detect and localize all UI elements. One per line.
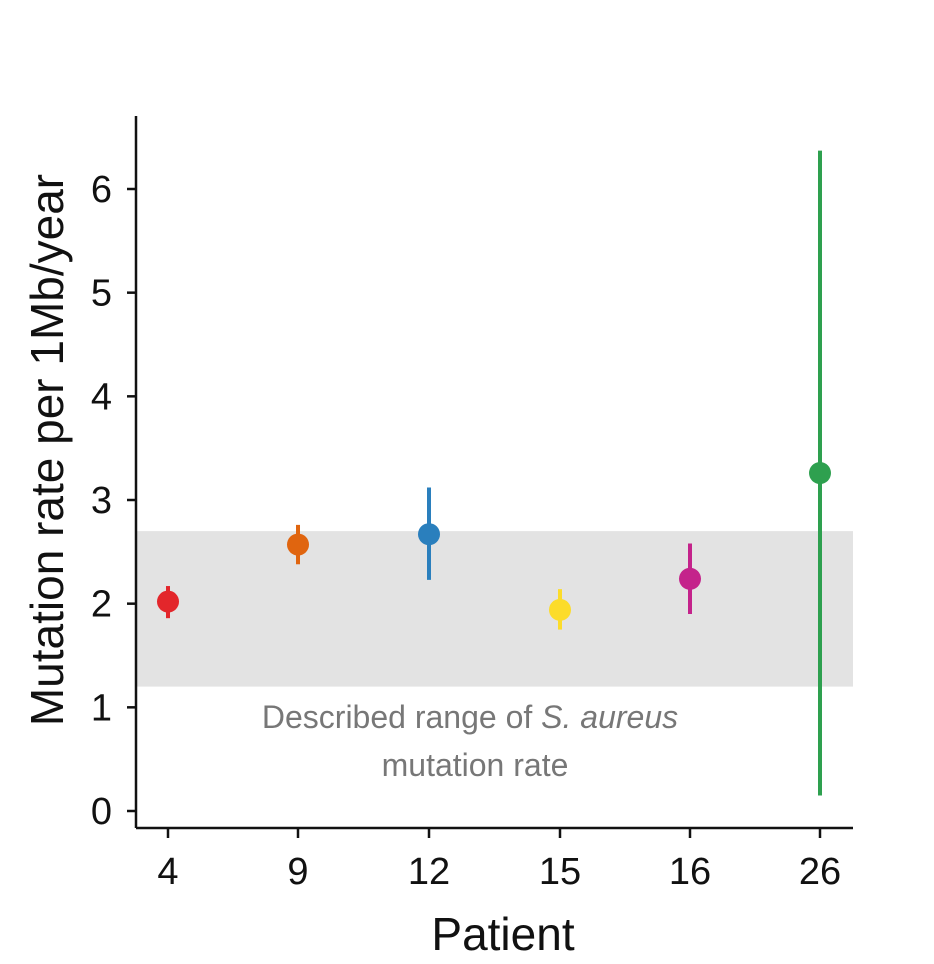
y-tick-label: 3 xyxy=(91,480,112,522)
data-point xyxy=(809,462,831,485)
y-tick-label: 0 xyxy=(91,791,112,833)
y-tick-label: 1 xyxy=(91,687,112,729)
data-points xyxy=(157,150,831,796)
band-label-prefix: Described range of xyxy=(262,699,541,735)
x-tick-label: 9 xyxy=(287,851,308,893)
x-tick-label: 15 xyxy=(539,851,581,893)
x-axis-title: Patient xyxy=(431,908,574,960)
y-tick-label: 4 xyxy=(91,376,112,418)
x-tick-label: 26 xyxy=(799,851,841,893)
data-point xyxy=(287,533,309,556)
x-tick-label: 16 xyxy=(669,851,711,893)
y-tick-label: 5 xyxy=(91,273,112,315)
band-label-line-1: Described range of S. aureus xyxy=(262,699,678,735)
reference-range-band xyxy=(137,531,853,687)
data-point xyxy=(549,598,571,621)
band-label-species: S. aureus xyxy=(541,699,678,735)
y-ticks: 0 1 2 3 4 5 6 xyxy=(91,169,136,833)
x-tick-label: 4 xyxy=(157,851,178,893)
y-tick-label: 2 xyxy=(91,584,112,626)
data-point xyxy=(157,590,179,613)
y-axis-title: Mutation rate per 1Mb/year xyxy=(21,174,73,726)
data-point xyxy=(418,523,440,546)
band-label-line-2: mutation rate xyxy=(382,747,569,783)
x-tick-label: 12 xyxy=(408,851,450,893)
y-tick-label: 6 xyxy=(91,169,112,211)
x-ticks: 4 9 12 15 16 26 xyxy=(157,828,841,893)
data-point xyxy=(679,567,701,590)
